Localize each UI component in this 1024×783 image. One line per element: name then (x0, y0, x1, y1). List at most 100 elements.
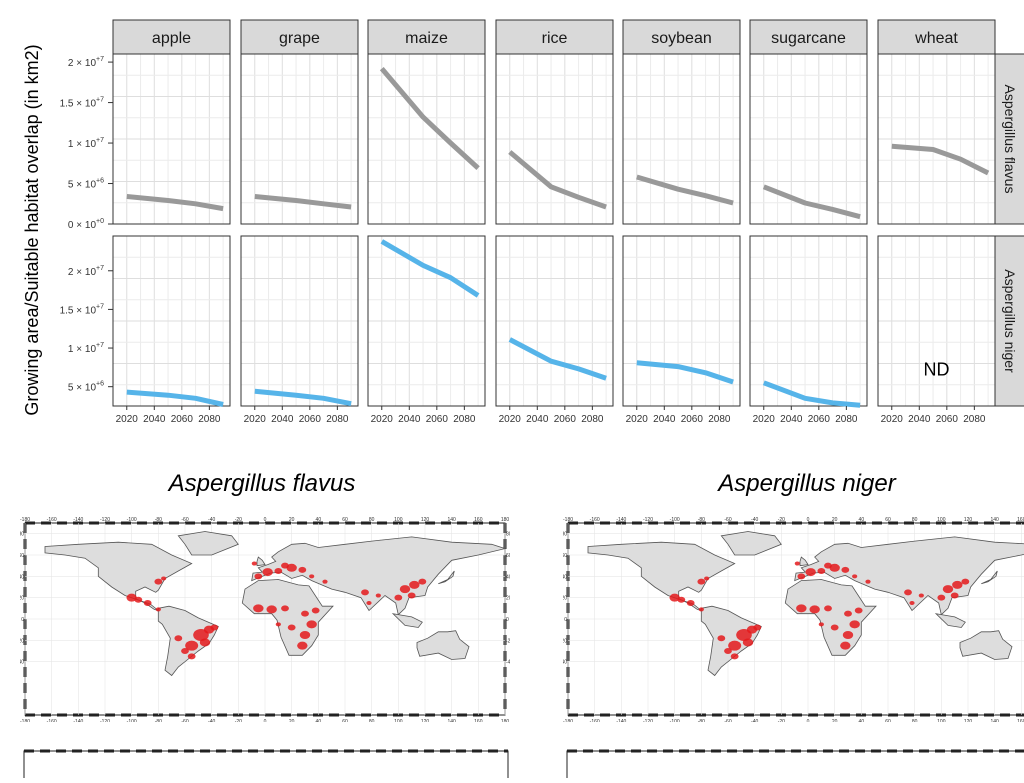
suitability-hotspot (375, 593, 381, 598)
lon-tick-label-bottom: -80 (698, 719, 705, 722)
lat-tick-label-left: 40 (20, 574, 24, 580)
suitability-hotspot (669, 593, 680, 602)
y-tick-label: 2 × 10+7 (68, 265, 104, 278)
series-line-soybean (636, 360, 734, 385)
suitability-hotspot (366, 601, 372, 605)
lon-tick-label-top: -120 (100, 517, 110, 523)
suitability-hotspot (299, 631, 311, 639)
map-title-niger: Aspergillus niger (718, 470, 896, 497)
x-tick-label: 2060 (299, 414, 322, 425)
lon-tick-label-bottom: -60 (724, 719, 731, 722)
lon-tick-label-top: -140 (616, 517, 626, 523)
suitability-hotspot (904, 589, 912, 596)
lon-tick-label-top: 40 (859, 517, 865, 523)
suitability-hotspot (686, 600, 695, 606)
strip-maize: maize (367, 19, 486, 55)
lat-tick-label-left: 40 (563, 574, 567, 580)
world-map-flavus: -180 -180 -160 -160 -140 -140 -120 -120 -100 -100… (17, 517, 514, 725)
x-tick-label: 2040 (780, 414, 803, 425)
lon-tick-label-bottom: 140 (990, 719, 999, 722)
lon-tick-label-bottom: 60 (885, 719, 891, 722)
suitability-hotspot (724, 648, 732, 654)
strip-wheat: wheat (877, 19, 996, 55)
lon-tick-label-bottom: 80 (369, 719, 375, 722)
lon-tick-label-top: 180 (501, 517, 510, 523)
continent-shape (391, 613, 423, 628)
lon-tick-label-top: -80 (155, 517, 162, 523)
continent-shape (177, 531, 239, 556)
map-flavus: -180 -180 -160 -160 -140 -140 -120 -120 -100 -100… (17, 515, 514, 725)
suitability-hotspot (394, 594, 403, 601)
lon-tick-label-bottom: -80 (155, 719, 162, 722)
lon-tick-label-top: 160 (474, 517, 483, 523)
x-tick-label: 2020 (116, 414, 139, 425)
suitability-hotspot (301, 610, 309, 617)
x-tick-label: 2020 (244, 414, 267, 425)
lon-tick-label-bottom: 20 (832, 719, 838, 722)
panel-0-wheat (877, 53, 996, 225)
panel-0-maize (367, 53, 486, 225)
lon-tick-label-top: 120 (964, 517, 973, 523)
world-map-niger: -180 -180 -160 -160 -140 -140 -120 -120 -100 -100… (560, 517, 1024, 725)
lon-tick-label-top: -100 (127, 517, 137, 523)
lat-tick-label-right: -40 (506, 660, 510, 666)
map-flavus-lower (20, 748, 510, 782)
continent-shape (241, 579, 334, 656)
series-line-sugarcane (762, 380, 861, 408)
lon-tick-label-bottom: -140 (73, 719, 83, 722)
suitability-hotspot (143, 600, 152, 606)
x-tick-label: 2020 (881, 414, 904, 425)
lon-tick-label-top: 0 (264, 517, 267, 523)
suitability-hotspot (937, 594, 946, 601)
continent-shape (251, 536, 507, 616)
strip-grape: grape (240, 19, 359, 55)
x-tick-label: 2080 (835, 414, 858, 425)
suitability-hotspot (697, 578, 706, 585)
suitability-hotspot (849, 620, 860, 629)
continent-shape (416, 630, 470, 660)
continent-shape (157, 605, 219, 677)
suitability-hotspot (865, 579, 871, 584)
suitability-hotspot (852, 574, 858, 579)
lon-tick-label-top: -120 (643, 517, 653, 523)
suitability-hotspot (698, 607, 704, 612)
series-line-apple (126, 194, 224, 212)
strip-apple: apple (112, 19, 231, 55)
suitability-hotspot (181, 648, 189, 654)
x-tick-label: 2060 (171, 414, 194, 425)
x-tick-label: 2020 (753, 414, 776, 425)
map-niger-lower (563, 748, 1024, 782)
panels-layer: apple grape maize rice soybean sugarcane wheat… (60, 19, 1024, 425)
suitability-hotspot (809, 605, 820, 614)
panel-1-grape (240, 235, 359, 407)
x-tick-label: 2080 (963, 414, 986, 425)
lon-tick-label-bottom: -160 (590, 719, 600, 722)
continent-shape (256, 556, 266, 567)
strip-label-sugarcane: sugarcane (771, 30, 846, 47)
x-tick-label: 2040 (526, 414, 549, 425)
series-line-rice (508, 337, 607, 381)
suitability-hotspot (677, 596, 686, 603)
lat-tick-label-left: -40 (20, 660, 24, 666)
lon-tick-label-bottom: 180 (501, 719, 510, 722)
lon-tick-label-top: -40 (208, 517, 215, 523)
lon-tick-label-top: -40 (751, 517, 758, 523)
lon-tick-label-bottom: 100 (937, 719, 946, 722)
series-line-sugarcane (762, 184, 861, 220)
lon-tick-label-bottom: 120 (421, 719, 430, 722)
lon-tick-label-bottom: -120 (643, 719, 653, 722)
lon-tick-label-bottom: 160 (1017, 719, 1024, 722)
suitability-hotspot (817, 568, 826, 574)
suitability-hotspot (274, 568, 283, 574)
suitability-hotspot (281, 605, 289, 612)
series-line-maize (380, 239, 480, 298)
series-line-grape (254, 194, 352, 210)
y-tick-label: 0 × 10+0 (68, 218, 104, 231)
y-axis-label: Growing area/Suitable habitat overlap (i… (22, 44, 42, 415)
y-tick-label: 5 × 10+6 (68, 178, 104, 191)
suitability-hotspot (253, 604, 264, 613)
suitability-hotspot (187, 653, 196, 660)
lon-tick-label-bottom: -160 (47, 719, 57, 722)
strip-soybean: soybean (622, 19, 741, 55)
suitability-hotspot (730, 653, 739, 660)
